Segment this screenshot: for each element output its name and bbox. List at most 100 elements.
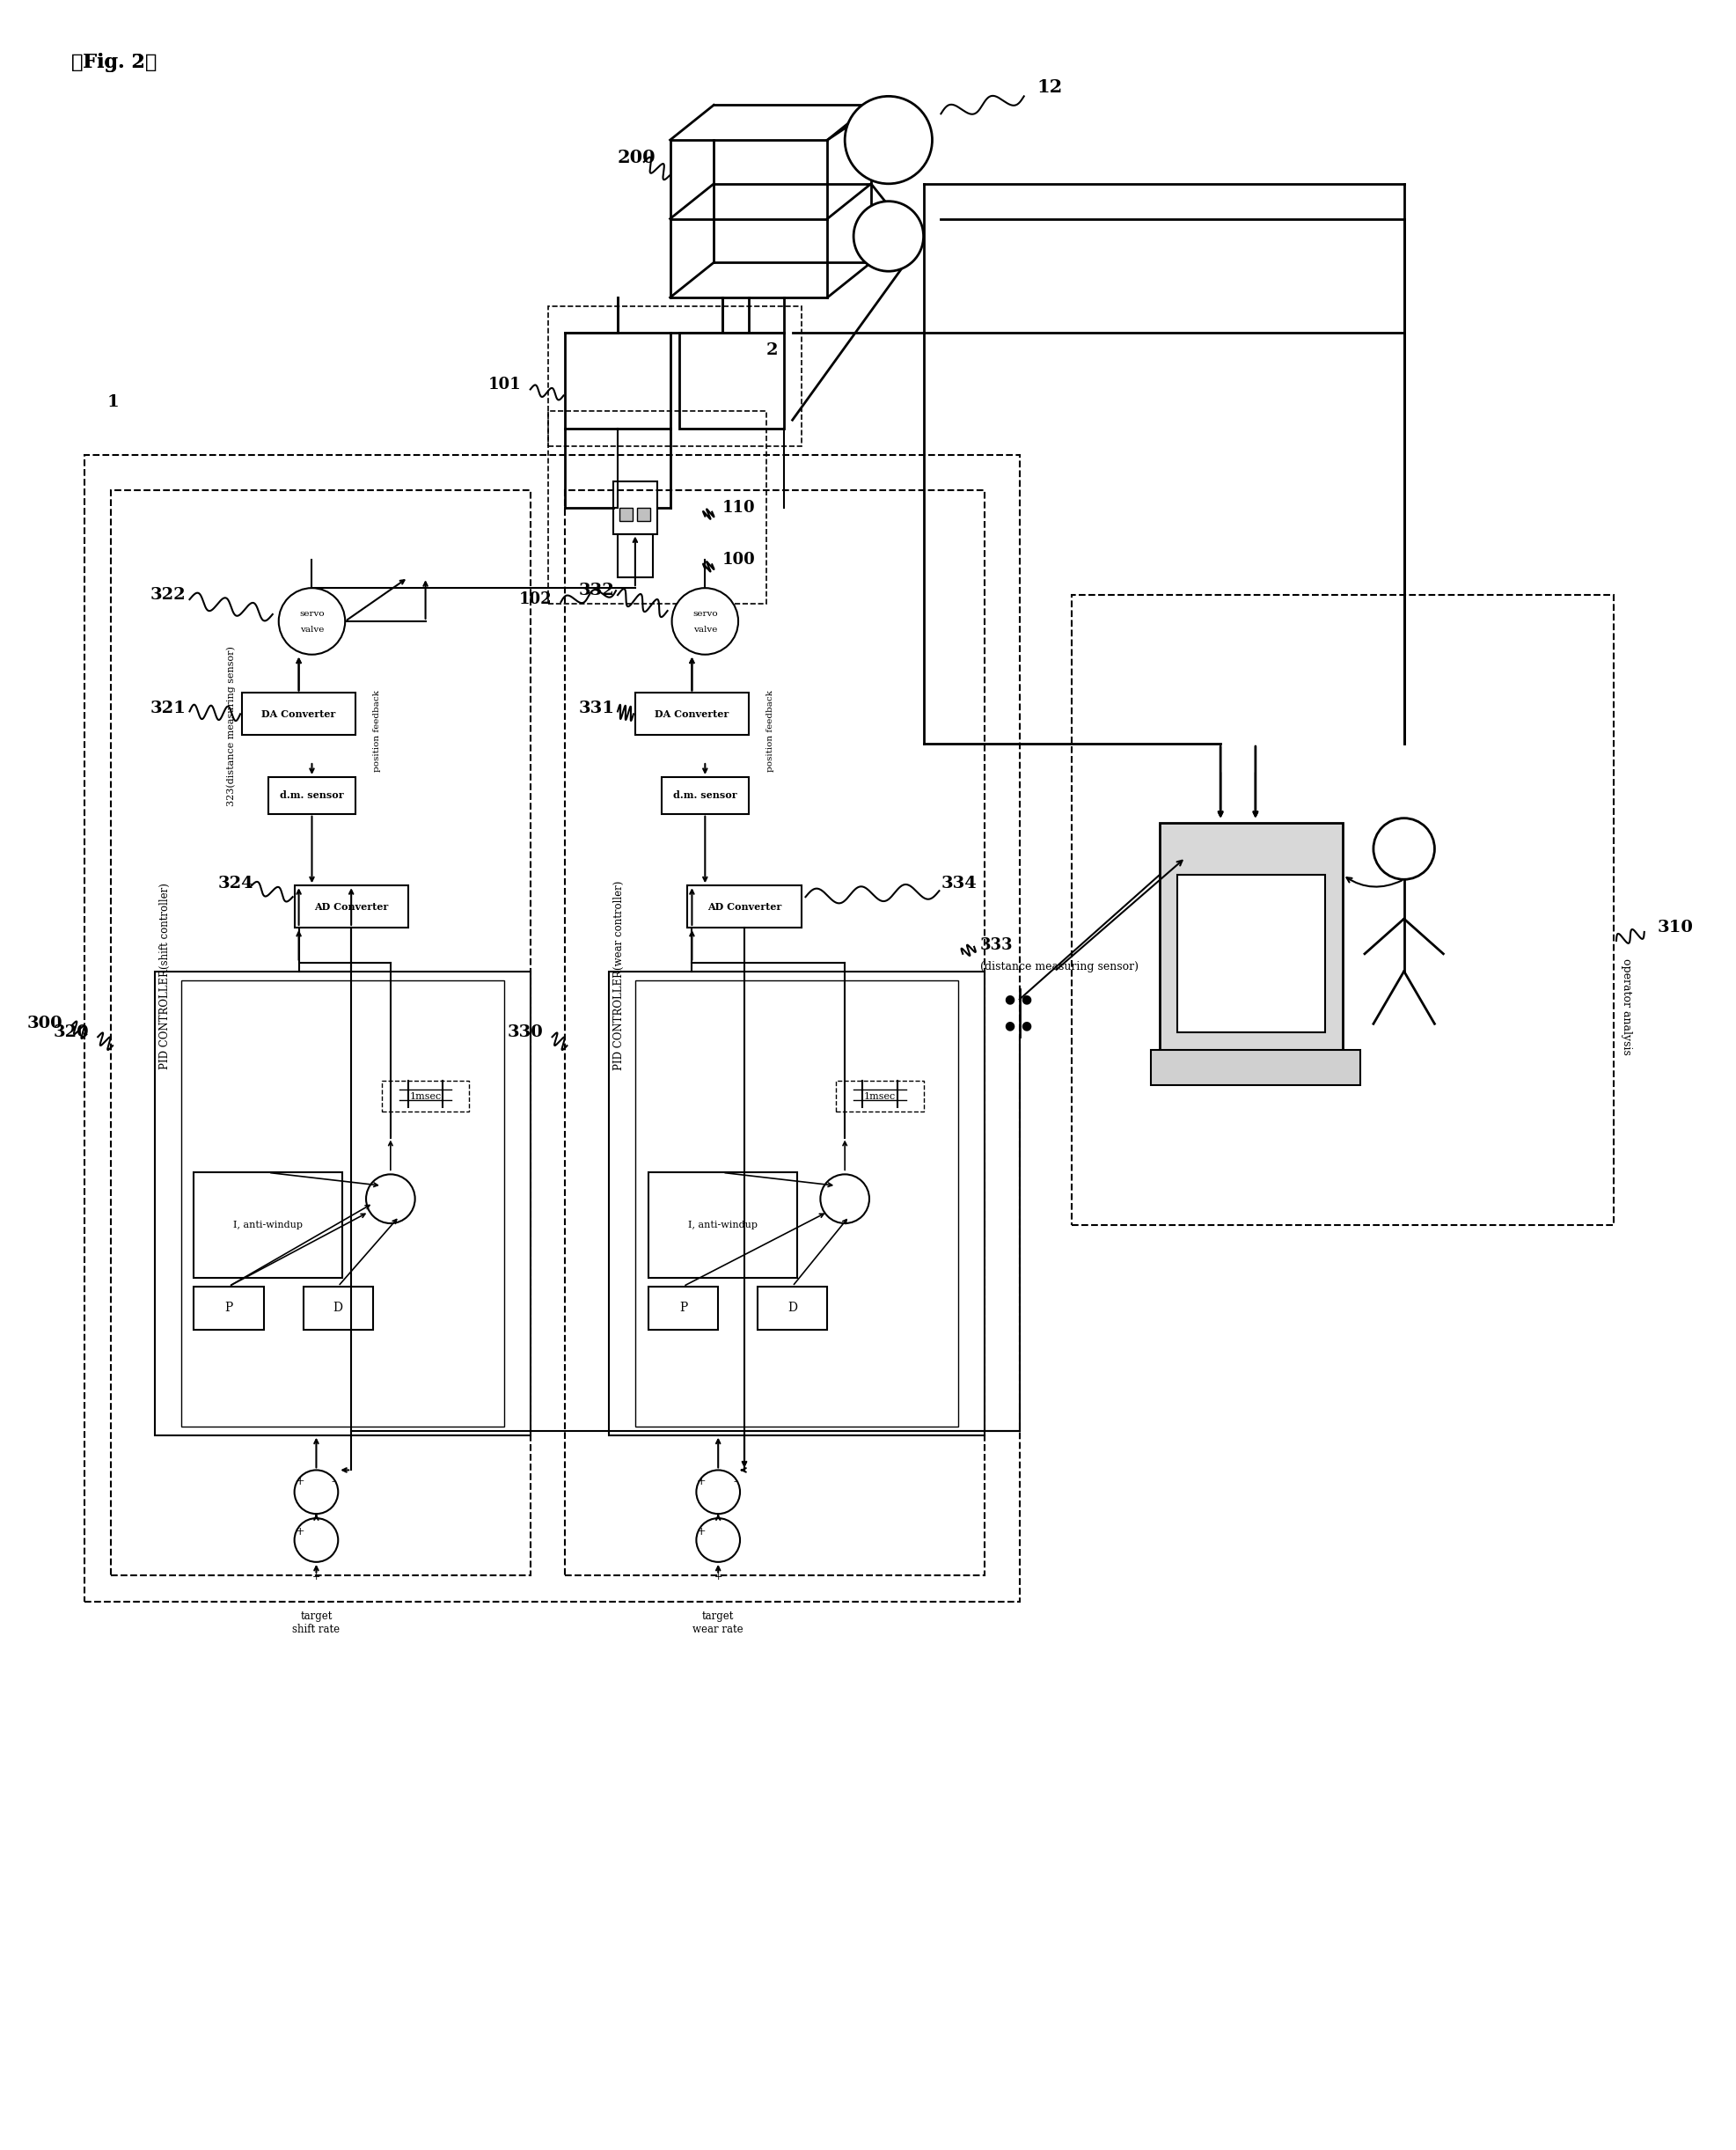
Text: 2: 2	[766, 342, 778, 357]
Text: I, anti-windup: I, anti-windup	[687, 1221, 757, 1230]
Text: 332: 332	[578, 583, 615, 598]
Text: +: +	[696, 1526, 707, 1537]
Text: D: D	[788, 1303, 797, 1314]
Text: +: +	[713, 1572, 722, 1580]
Text: (distance measuring sensor): (distance measuring sensor)	[981, 961, 1139, 972]
Bar	[679, 333, 783, 428]
Text: 300: 300	[28, 1017, 62, 1032]
Bar	[648, 1286, 719, 1331]
Bar	[1073, 596, 1614, 1225]
Text: 322: 322	[151, 587, 186, 602]
Text: 333: 333	[981, 937, 1014, 952]
Circle shape	[295, 1518, 339, 1561]
Text: -: -	[733, 1475, 736, 1488]
Text: -: -	[332, 1475, 335, 1488]
Text: 321: 321	[151, 701, 186, 716]
Text: servo: servo	[693, 611, 717, 619]
Circle shape	[821, 1174, 870, 1223]
Text: +: +	[295, 1475, 304, 1488]
Text: 331: 331	[578, 701, 615, 716]
Text: 【Fig. 2】: 【Fig. 2】	[71, 52, 158, 71]
Text: AD Converter: AD Converter	[314, 901, 389, 912]
Text: 323(distance measuring sensor): 323(distance measuring sensor)	[227, 647, 236, 806]
Text: 102: 102	[519, 591, 552, 606]
Text: 1msec: 1msec	[865, 1092, 896, 1101]
Text: 101: 101	[488, 376, 521, 393]
Text: ●: ●	[1003, 993, 1014, 1006]
Bar	[661, 776, 748, 815]
Circle shape	[696, 1518, 740, 1561]
Text: +: +	[295, 1526, 304, 1537]
Text: I, anti-windup: I, anti-windup	[233, 1221, 304, 1230]
Text: position feedback: position feedback	[767, 690, 774, 772]
Text: target
wear rate: target wear rate	[693, 1610, 743, 1634]
Bar	[181, 980, 503, 1425]
Text: 310: 310	[1658, 920, 1693, 935]
Circle shape	[672, 589, 738, 654]
Bar	[757, 1286, 828, 1331]
Bar	[618, 533, 653, 578]
Text: d.m. sensor: d.m. sensor	[674, 791, 738, 800]
Bar	[635, 692, 748, 735]
Circle shape	[366, 1174, 415, 1223]
Text: 330: 330	[507, 1026, 543, 1041]
Bar	[549, 305, 800, 447]
Text: DA Converter: DA Converter	[654, 710, 729, 718]
Bar	[155, 972, 529, 1434]
Text: d.m. sensor: d.m. sensor	[279, 791, 344, 800]
Bar	[620, 507, 632, 520]
Bar	[613, 482, 656, 533]
Bar	[1160, 823, 1344, 1049]
Bar	[1177, 875, 1325, 1032]
Bar	[566, 333, 670, 428]
Bar	[269, 776, 356, 815]
Circle shape	[295, 1471, 339, 1514]
Text: +: +	[696, 1475, 707, 1488]
Bar	[1151, 1049, 1361, 1086]
Text: 1msec: 1msec	[410, 1092, 441, 1101]
Bar	[566, 490, 984, 1576]
Circle shape	[845, 97, 932, 183]
Bar	[85, 456, 1019, 1602]
Circle shape	[854, 202, 924, 271]
Bar	[837, 1081, 924, 1112]
Text: 1: 1	[106, 396, 118, 411]
Text: 12: 12	[1036, 80, 1062, 97]
Text: 320: 320	[54, 1026, 89, 1041]
Bar	[295, 886, 408, 927]
Bar	[304, 1286, 373, 1331]
Text: ●: ●	[1021, 1019, 1031, 1032]
Text: 100: 100	[722, 553, 755, 568]
Bar	[609, 972, 984, 1434]
Text: 334: 334	[941, 875, 977, 892]
Circle shape	[279, 589, 345, 654]
Bar	[194, 1286, 264, 1331]
Text: D: D	[333, 1303, 344, 1314]
Text: PID CONTROLLER(shift controller): PID CONTROLLER(shift controller)	[160, 882, 170, 1069]
Text: 110: 110	[722, 499, 755, 516]
Circle shape	[696, 1471, 740, 1514]
Bar	[382, 1081, 469, 1112]
Bar	[687, 886, 800, 927]
Text: 【Fig. 2】: 【Fig. 2】	[71, 52, 158, 71]
Text: PID CONTROLLER(wear controller): PID CONTROLLER(wear controller)	[613, 882, 625, 1071]
Text: valve: valve	[300, 626, 325, 634]
Text: DA Converter: DA Converter	[262, 710, 335, 718]
Text: +: +	[312, 1572, 321, 1580]
Text: ●: ●	[1003, 1019, 1014, 1032]
Bar	[635, 980, 958, 1425]
Text: target
shift rate: target shift rate	[292, 1610, 340, 1634]
Text: position feedback: position feedback	[373, 690, 382, 772]
Text: P: P	[226, 1303, 233, 1314]
Text: valve: valve	[693, 626, 717, 634]
Text: servo: servo	[299, 611, 325, 619]
Bar	[549, 411, 766, 604]
Text: 324: 324	[217, 875, 253, 892]
Text: operator analysis: operator analysis	[1621, 959, 1632, 1056]
Bar	[648, 1172, 797, 1277]
Text: 200: 200	[618, 148, 656, 166]
Bar	[637, 507, 649, 520]
Circle shape	[1373, 819, 1434, 879]
Bar	[241, 692, 356, 735]
Text: AD Converter: AD Converter	[707, 901, 781, 912]
